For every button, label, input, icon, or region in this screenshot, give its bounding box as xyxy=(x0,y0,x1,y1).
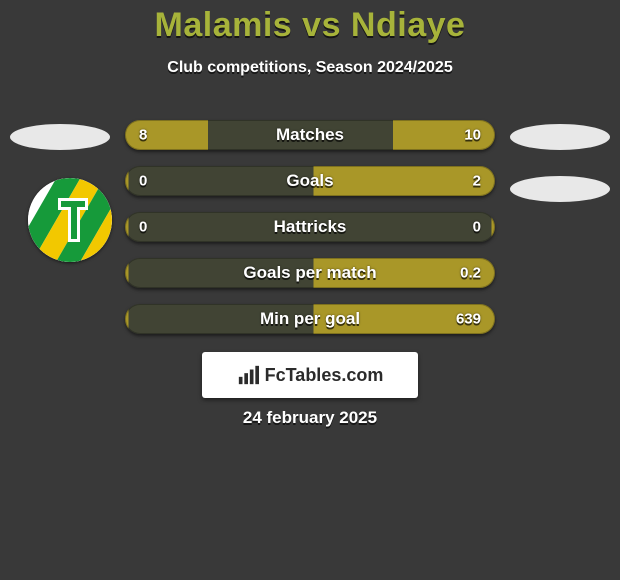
stat-left-value: 0 xyxy=(139,173,147,190)
stat-label: Min per goal xyxy=(260,309,360,329)
subtitle: Club competitions, Season 2024/2025 xyxy=(0,59,620,77)
stat-row: Goals per match 0.2 xyxy=(125,258,495,288)
infographic-root: Malamis vs Ndiaye Club competitions, Sea… xyxy=(0,0,620,580)
club-badge-icon xyxy=(28,178,112,262)
bar-chart-icon xyxy=(237,364,259,386)
stat-left-value: 0 xyxy=(139,219,147,236)
stat-label: Goals xyxy=(286,171,333,191)
stat-label: Matches xyxy=(276,125,344,145)
player-right-placeholder-2 xyxy=(510,176,610,202)
stat-row: 0 Goals 2 xyxy=(125,166,495,196)
datestamp: 24 february 2025 xyxy=(0,408,620,428)
stat-row: 0 Hattricks 0 xyxy=(125,212,495,242)
stat-label: Goals per match xyxy=(243,263,376,283)
attribution-text: FcTables.com xyxy=(265,365,384,386)
club-badge xyxy=(28,178,112,262)
stat-right-value: 0.2 xyxy=(460,265,481,282)
stat-left-value: 8 xyxy=(139,127,147,144)
stat-row: 8 Matches 10 xyxy=(125,120,495,150)
attribution-badge: FcTables.com xyxy=(202,352,418,398)
stat-label: Hattricks xyxy=(274,217,347,237)
page-title: Malamis vs Ndiaye xyxy=(0,6,620,45)
player-left-placeholder xyxy=(10,124,110,150)
stat-right-value: 639 xyxy=(456,311,481,328)
stat-right-value: 2 xyxy=(473,173,481,190)
player-right-placeholder-1 xyxy=(510,124,610,150)
stat-right-value: 0 xyxy=(473,219,481,236)
stat-row: Min per goal 639 xyxy=(125,304,495,334)
stat-right-value: 10 xyxy=(464,127,481,144)
stats-bars: 8 Matches 10 0 Goals 2 0 Hattricks 0 Goals per ma… xyxy=(110,120,510,350)
